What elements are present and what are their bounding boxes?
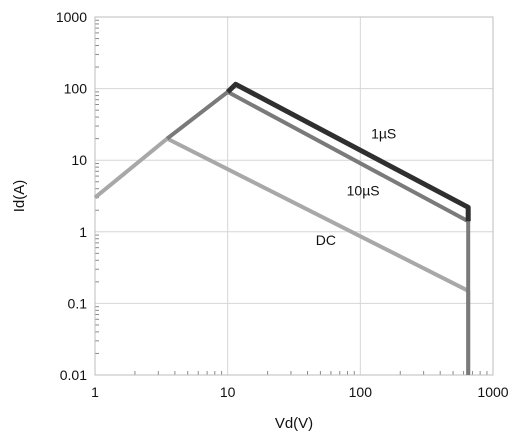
series-label: 10µS	[347, 183, 380, 199]
grid-lines	[94, 16, 494, 376]
plot-frame	[94, 16, 494, 376]
y-axis-title: Id(A)	[11, 180, 28, 213]
series-line-dc	[93, 136, 471, 375]
series-layer	[93, 81, 471, 375]
x-axis-title: Vd(V)	[275, 415, 313, 432]
y-tick-label: 0.1	[68, 295, 88, 311]
x-tick-label: 1000	[477, 384, 508, 400]
x-tick-label: 1	[91, 384, 99, 400]
y-tick-label: 0.01	[60, 367, 87, 383]
series-label: 1µS	[371, 126, 396, 142]
x-tick-label: 10	[220, 384, 236, 400]
tick-labels: 1 10 100 1000 0.01 0.1 1 10 100 1000	[56, 9, 509, 400]
series-line-10s	[165, 89, 471, 375]
y-tick-label: 1	[79, 224, 87, 240]
y-tick-label: 10	[71, 152, 87, 168]
y-tick-label: 100	[64, 81, 88, 97]
series-annotations: 1µS 10µS DC	[316, 126, 397, 249]
series-label: DC	[316, 232, 336, 248]
x-tick-label: 100	[349, 384, 373, 400]
y-tick-label: 1000	[56, 9, 87, 25]
series-line-1s	[225, 81, 471, 222]
